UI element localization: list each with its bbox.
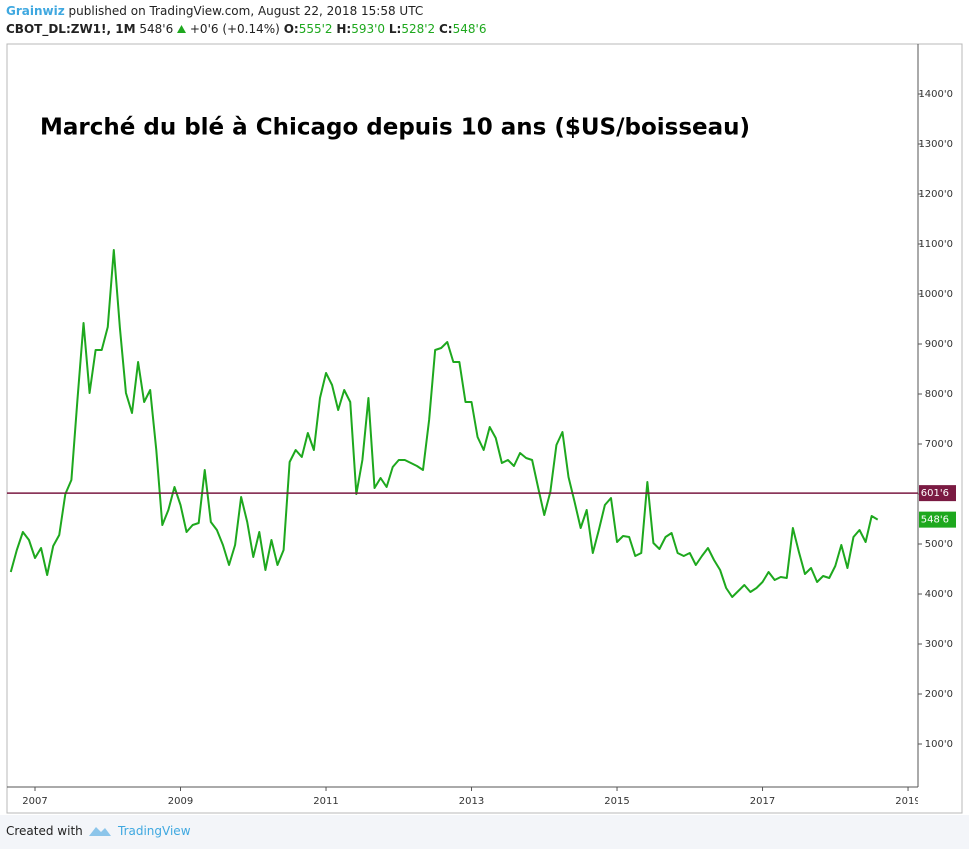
price-tag [919,485,956,502]
y-tick-label: 1300'0 [918,139,953,150]
symbol: CBOT_DL:ZW1!, 1M [6,22,136,36]
price-line [9,249,879,598]
chart-frame [6,43,963,814]
legend: CBOT_DL:ZW1!, 1M 548'6 +0'6 (+0.14%) O:5… [6,22,486,36]
low-label: L: [388,22,402,36]
author[interactable]: Grainwiz [6,4,65,18]
y-tick-label: 500'0 [925,539,953,550]
x-tick-label: 2015 [604,796,629,807]
chart-title: Marché du blé à Chicago depuis 10 ans ($… [40,115,750,141]
y-tick-label: 200'0 [925,689,953,700]
y-tick-label: 700'0 [925,439,953,450]
x-tick-label: 2019 [895,796,920,807]
x-tick-label: 2017 [750,796,775,807]
x-tick-label: 2009 [168,796,193,807]
footer: Created with TradingView [0,815,969,849]
chart: Marché du blé à Chicago depuis 10 ans ($… [6,43,963,814]
y-tick-label: 800'0 [925,389,953,400]
y-tick-label: 300'0 [925,639,953,650]
high-label: H: [336,22,352,36]
last: 548'6 [139,22,174,36]
close-label: C: [439,22,453,36]
header: Grainwiz published on TradingView.com, A… [6,4,423,18]
y-tick-label: 900'0 [925,339,953,350]
price-tag-label: 601'6 [921,488,949,499]
brand[interactable]: TradingView [118,824,191,838]
y-tick-label: 100'0 [925,739,953,750]
y-tick-label: 400'0 [925,589,953,600]
price-tag [919,511,956,528]
created-with: Created with [6,824,83,838]
y-tick-label: 1000'0 [918,289,953,300]
x-tick-label: 2013 [459,796,484,807]
high: 593'0 [351,22,386,36]
y-tick-label: 1200'0 [918,189,953,200]
x-tick-label: 2011 [313,796,338,807]
price-tag-label: 548'6 [921,515,949,526]
open-label: O: [283,22,299,36]
close: 548'6 [452,22,487,36]
published: published on TradingView.com, August 22,… [68,4,424,18]
open: 555'2 [298,22,333,36]
x-tick-labels: 2007 2009 2011 2013 2015 2017 2019 [22,796,920,807]
y-tick-label: 1400'0 [918,89,953,100]
x-tick-label: 2007 [22,796,47,807]
low: 528'2 [401,22,436,36]
y-tick-label: 1100'0 [918,239,953,250]
up-arrow [177,25,187,33]
logo [89,827,111,836]
change: +0'6 (+0.14%) [189,22,280,36]
